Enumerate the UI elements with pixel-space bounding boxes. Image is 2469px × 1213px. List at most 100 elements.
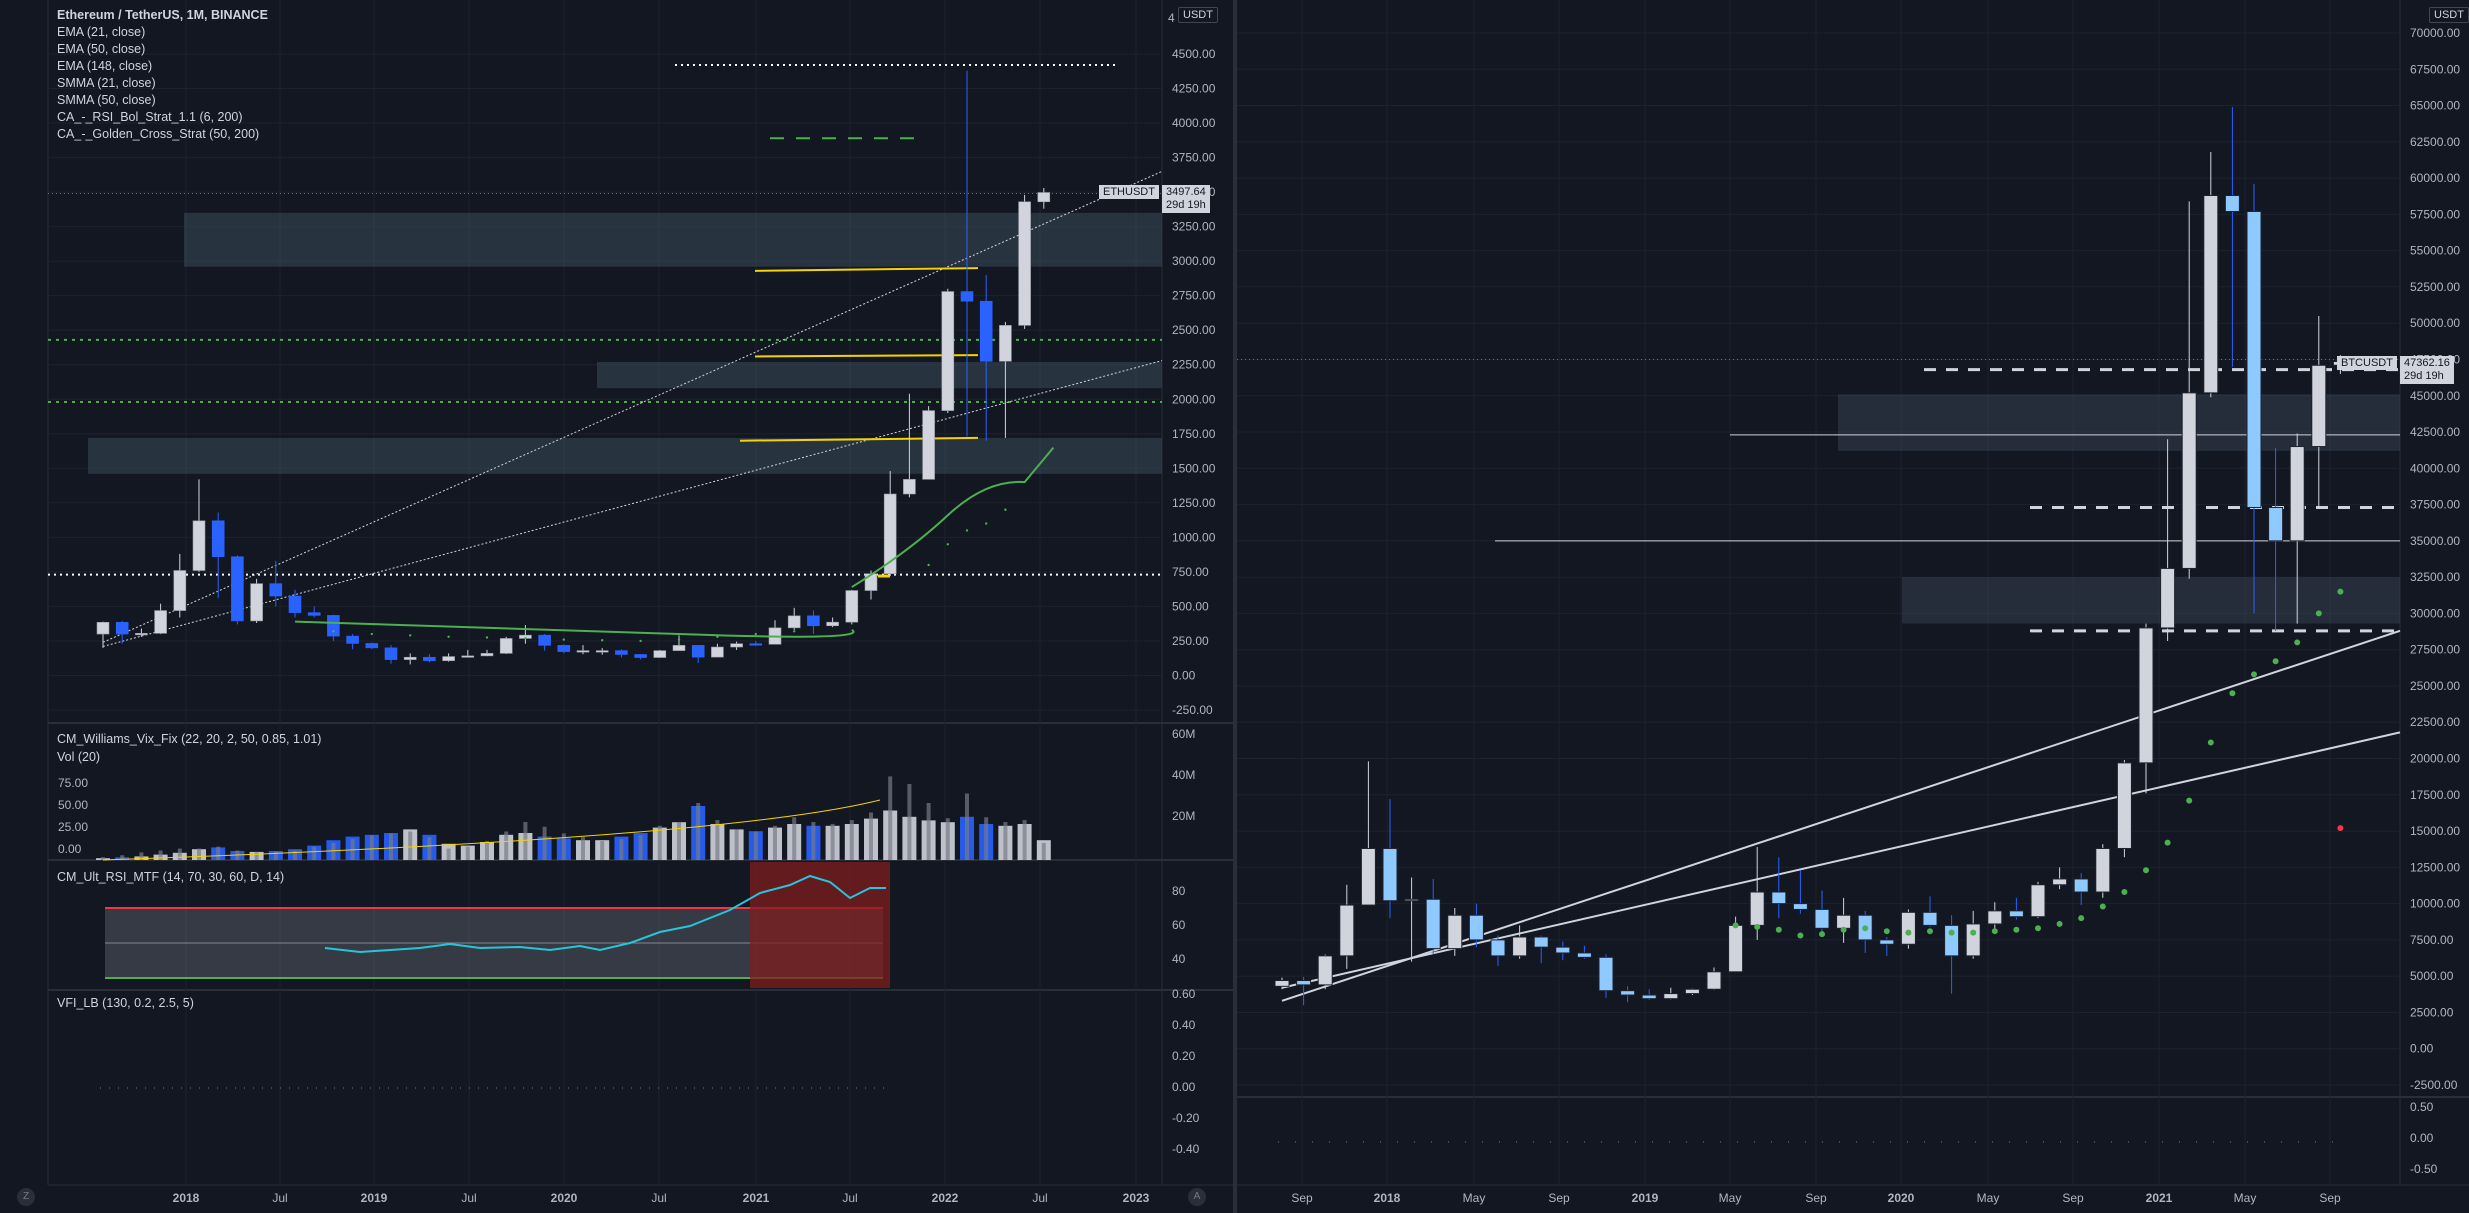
btc-price-tag[interactable]: 47362.16 29d 19h (2400, 356, 2454, 384)
eth-candle-body-4 (173, 570, 187, 611)
vix-bar-17 (427, 837, 432, 860)
right-price-tick-6: 55000.00 (2410, 244, 2460, 258)
eth-candle-body-2 (135, 633, 148, 636)
eth-strategy-dot-11 (754, 632, 757, 636)
eth-candle-body-45 (960, 291, 974, 302)
vix-bar-37 (811, 822, 816, 860)
right-time-label-11: May (2234, 1191, 2257, 1205)
eth-candle-body-9 (269, 583, 283, 597)
eth-zone-low (88, 437, 1162, 474)
vix-title[interactable]: CM_Williams_Vix_Fix (22, 20, 2, 50, 0.85… (57, 732, 322, 746)
right-time-label-10: 2021 (2146, 1191, 2173, 1205)
vix-tick-1: 50.00 (58, 798, 88, 812)
right-price-tick-18: 25000.00 (2410, 679, 2460, 693)
btc-sub-tick-2: -0.50 (2410, 1162, 2438, 1176)
btc-strategy-dot-8 (1905, 929, 1912, 936)
vix-bar-1 (120, 855, 125, 860)
btc-candle-body-40 (2138, 627, 2154, 764)
vix-bar-48 (1022, 820, 1027, 860)
left-top-tick: 4 (1168, 11, 1175, 25)
vfi-tick-5: -0.40 (1172, 1142, 1200, 1156)
left-time-label-4: 2020 (551, 1191, 578, 1205)
indicator-1[interactable]: EMA (50, close) (57, 42, 146, 56)
rsi-line (324, 874, 886, 954)
left-price-tick-18: 0.00 (1172, 668, 1196, 682)
btc-candle-body-8 (1447, 914, 1463, 950)
left-title[interactable]: Ethereum / TetherUS, 1M, BINANCE (57, 8, 268, 22)
right-price-tick-8: 50000.00 (2410, 316, 2460, 330)
indicator-5[interactable]: CA_-_RSI_Bol_Strat_1.1 (6, 200) (57, 110, 243, 124)
corner-z-button[interactable]: Z (17, 1188, 35, 1206)
eth-zone-mid (597, 361, 1162, 389)
right-price-tick-24: 10000.00 (2410, 897, 2460, 911)
btc-last-price: 47362.16 (2404, 357, 2450, 369)
eth-strategy-dot-13 (927, 563, 930, 567)
right-price-tick-2: 65000.00 (2410, 99, 2460, 113)
btc-candle-body-47 (2289, 446, 2305, 542)
eth-symbol-tag[interactable]: ETHUSDT (1099, 185, 1159, 199)
left-price-tick-7: 2750.00 (1172, 289, 1216, 303)
vol-title[interactable]: Vol (20) (57, 750, 101, 764)
btc-candle-body-13 (1555, 946, 1571, 954)
right-price-tick-12: 40000.00 (2410, 461, 2460, 475)
btc-candle-body-16 (1620, 990, 1636, 996)
btc-candle-body-31 (1944, 924, 1960, 957)
btc-strategy-dot-12 (1991, 928, 1998, 935)
eth-candle-body-21 (499, 638, 513, 654)
indicator-6[interactable]: CA_-_Golden_Cross_Strat (50, 200) (57, 127, 260, 141)
btc-candle-body-43 (2203, 195, 2219, 394)
vix-bar-44 (945, 818, 950, 860)
eth-price-tag[interactable]: 3497.64 29d 19h (1162, 185, 1210, 213)
btc-candle-body-33 (1987, 910, 2003, 925)
left-currency-badge[interactable]: USDT (1178, 7, 1218, 23)
right-pane-bg (1237, 0, 2469, 1213)
btc-strategy-dot-11 (1970, 929, 1977, 936)
right-time-label-12: Sep (2319, 1191, 2341, 1205)
btc-symbol-tag[interactable]: BTCUSDT (2337, 356, 2397, 370)
eth-strategy-dot-3 (447, 635, 450, 639)
left-price-tick-5: 3250.00 (1172, 220, 1216, 234)
btc-strategy-dot-5 (1840, 926, 1847, 933)
eth-candle-body-43 (922, 410, 935, 480)
right-price-tick-10: 45000.00 (2410, 389, 2460, 403)
vix-bar-19 (465, 846, 470, 860)
btc-trend-1 (1281, 629, 2401, 1002)
vix-bar-14 (369, 835, 374, 860)
eth-yellow-3 (739, 436, 979, 442)
right-time-label-7: 2020 (1888, 1191, 1915, 1205)
btc-strategy-dot-28 (2337, 588, 2344, 595)
eth-candle-body-47 (999, 325, 1012, 362)
indicator-0[interactable]: EMA (21, close) (57, 25, 146, 39)
indicator-list: EMA (21, close) EMA (50, close) EMA (148, … (57, 24, 268, 143)
vix-bar-33 (734, 829, 739, 860)
vfi-title[interactable]: VFI_LB (130, 0.2, 2.5, 5) (57, 996, 194, 1010)
vix-bar-27 (619, 839, 624, 860)
eth-strategy-dot-1 (370, 632, 373, 636)
btc-candle-body-22 (1749, 891, 1765, 926)
vix-bar-47 (1003, 822, 1008, 860)
right-time-label-2: May (1463, 1191, 1486, 1205)
vix-tick-2: 25.00 (58, 820, 88, 834)
vix-bar-21 (504, 831, 509, 860)
eth-ema-line-low (294, 620, 855, 638)
eth-candle-body-44 (941, 291, 955, 411)
btc-strategy-dot-7 (1883, 928, 1890, 935)
right-price-tick-13: 37500.00 (2410, 498, 2460, 512)
eth-strategy-dot-2 (409, 634, 412, 637)
eth-candle-body-26 (595, 650, 609, 653)
rsi-tick-1: 60 (1172, 918, 1186, 932)
right-currency-badge[interactable]: USDT (2429, 7, 2469, 23)
btc-candle-body-35 (2030, 884, 2046, 918)
eth-candle-body-18 (442, 656, 455, 661)
indicator-4[interactable]: SMMA (50, close) (57, 93, 156, 107)
btc-trend-2 (1281, 731, 2401, 989)
indicator-3[interactable]: SMMA (21, close) (57, 76, 156, 90)
corner-a-button[interactable]: A (1188, 1188, 1206, 1206)
btc-candle-body-7 (1425, 898, 1441, 950)
indicator-2[interactable]: EMA (148, close) (57, 59, 153, 73)
vix-bar-28 (638, 835, 643, 860)
btc-candle-body-26 (1836, 914, 1852, 929)
rsi-title[interactable]: CM_Ult_RSI_MTF (14, 70, 30, 60, D, 14) (57, 870, 285, 884)
right-price-tick-23: 12500.00 (2410, 860, 2460, 874)
